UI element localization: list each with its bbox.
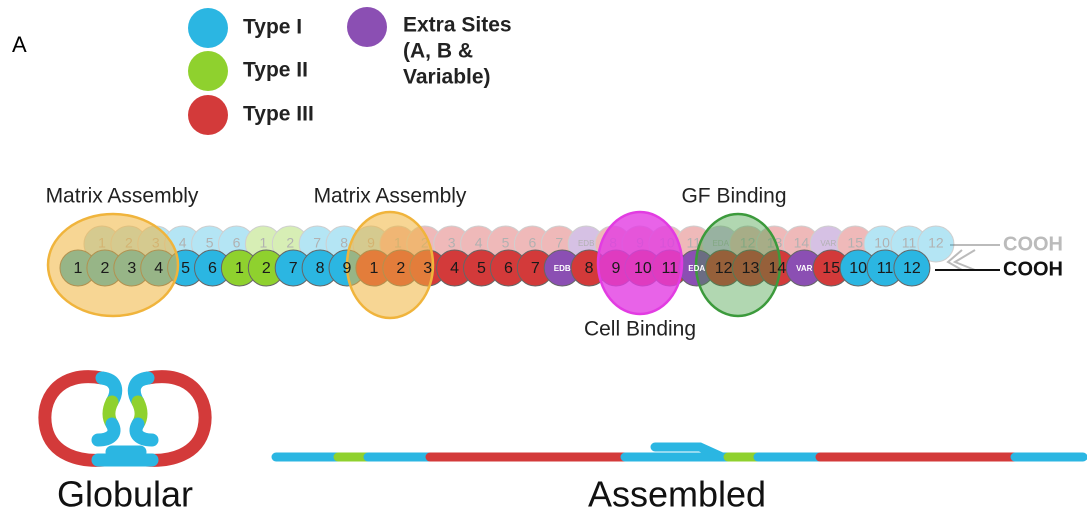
back-domain-label: 12 [928,235,944,251]
conformation-label: Globular [57,474,193,515]
domain-label: 2 [100,260,109,277]
back-domain-label: 14 [794,235,810,251]
domain-label: EDA [688,264,705,273]
domain-label: 12 [715,260,733,277]
legend-swatch [347,7,387,47]
legend-label: Type II [243,59,308,82]
terminus-back: COOH [1003,233,1063,255]
domain-label: 4 [154,260,163,277]
domain-label: 1 [235,260,244,277]
back-domain-label: 5 [502,235,510,251]
domain-label: 3 [423,260,432,277]
back-domain-label: 11 [902,235,917,251]
domain-label: 11 [877,260,894,277]
domain-label: 5 [477,260,486,277]
back-domain-label: EDB [578,239,594,248]
back-domain-label: 4 [179,235,187,251]
assembled-shape [276,447,1083,457]
back-domain-label: 8 [340,235,348,251]
domain-label: 9 [612,260,621,277]
domain-label: 10 [849,260,867,277]
conformation-label: Assembled [588,474,766,515]
domain-label: 4 [450,260,459,277]
back-domain-label: 15 [847,235,863,251]
back-domain-label: 4 [475,235,483,251]
back-domain-label: 6 [529,235,537,251]
domain-label: 2 [396,260,405,277]
domain-label: 15 [822,260,840,277]
domain-label: 1 [369,260,378,277]
domain-label: 6 [504,260,513,277]
domain-label: EDB [554,264,571,273]
domain-label: VAR [796,264,813,273]
back-domain-label: 10 [874,235,890,251]
legend-label: Type I [243,16,302,39]
back-domain-label: 7 [313,235,321,251]
domain-label: 7 [289,260,298,277]
domain-label: 10 [634,260,652,277]
legend-label: Extra Sites [403,14,512,37]
domain-label: 9 [343,260,352,277]
figure: A Type I Type II Type III Extra Sites (A, B … [0,0,1087,518]
back-domain-label: 2 [286,235,294,251]
domain-label: 12 [903,260,921,277]
back-domain-label: VAR [820,239,836,248]
domain-label: 5 [181,260,190,277]
globular-shape [45,377,205,461]
legend-label: Variable) [403,66,491,89]
legend-swatch [188,8,228,48]
legend-label: Type III [243,103,314,126]
page: { "panel_label": "A", "legend": [ {"labe… [0,0,1087,518]
domain-label: 13 [742,260,760,277]
back-domain-label: 6 [233,235,241,251]
domain-label: 1 [74,260,83,277]
legend-swatch [188,95,228,135]
region-label: GF Binding [681,185,786,208]
region [347,212,433,318]
domain-label: 8 [585,260,594,277]
domain-label: 3 [127,260,136,277]
legend-swatch [188,51,228,91]
domain-label: 7 [531,260,540,277]
domain-label: 8 [316,260,325,277]
panel-label: A [12,32,27,57]
domain-label: 14 [769,260,787,277]
back-domain-label: 1 [260,235,268,251]
region [696,214,780,316]
domain-label: 6 [208,260,217,277]
region-label: Cell Binding [584,318,696,341]
back-domain-label: 5 [206,235,214,251]
region-label: Matrix Assembly [46,185,199,208]
legend-label: (A, B & [403,40,473,63]
domain-label: 2 [262,260,271,277]
back-domain-label: 7 [555,235,563,251]
domain-label: 11 [661,260,678,277]
back-domain-label: 3 [448,235,456,251]
terminus-front: COOH [1003,258,1063,280]
region-label: Matrix Assembly [314,185,467,208]
